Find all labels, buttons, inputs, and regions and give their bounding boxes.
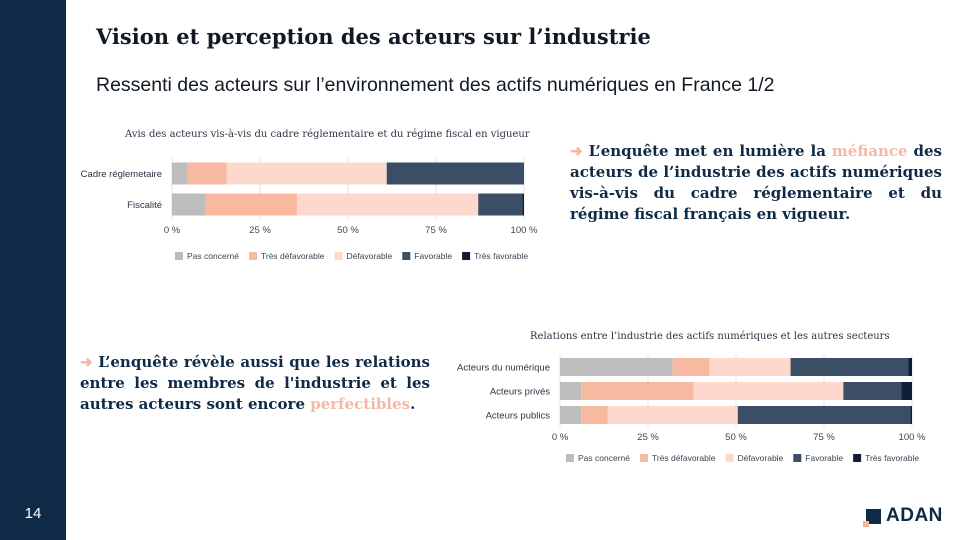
category-label: Acteurs du numérique bbox=[457, 363, 550, 374]
bar-segment bbox=[581, 406, 608, 424]
chart-title: Avis des acteurs vis-à-vis du cadre régl… bbox=[124, 129, 530, 140]
legend-swatch bbox=[334, 252, 343, 260]
legend-swatch bbox=[639, 454, 648, 462]
chart-relations: Relations entre l’industrie des actifs n… bbox=[457, 331, 926, 463]
bar-segment bbox=[693, 382, 844, 400]
bar-segment bbox=[843, 382, 902, 400]
legend-entry: Pas concerné bbox=[578, 453, 630, 463]
category-label: Fiscalité bbox=[127, 200, 162, 211]
adan-logo: ADAN bbox=[863, 505, 943, 527]
bar-segment bbox=[296, 193, 479, 216]
bar-segment bbox=[607, 406, 738, 424]
bar-segment bbox=[790, 358, 909, 376]
arrow-right-icon: ➜ bbox=[570, 142, 583, 160]
legend-entry: Très défavorable bbox=[652, 453, 716, 463]
bar-segment bbox=[910, 406, 912, 424]
legend-swatch bbox=[462, 252, 471, 260]
bar-segment bbox=[205, 193, 297, 216]
bar-segment bbox=[560, 406, 582, 424]
bar-segment bbox=[226, 162, 387, 185]
legend-swatch bbox=[175, 252, 183, 260]
legend-entry: Très favorable bbox=[474, 251, 528, 261]
category-label: Acteurs privés bbox=[490, 387, 550, 398]
legend-entry: Pas concerné bbox=[187, 251, 239, 261]
chart-title: Relations entre l’industrie des actifs n… bbox=[530, 331, 890, 342]
bar-segment bbox=[908, 358, 912, 376]
bar-segment bbox=[560, 358, 673, 376]
legend-entry: Défavorable bbox=[737, 453, 783, 463]
slide-subtitle: Ressenti des acteurs sur l’environnement… bbox=[96, 74, 775, 96]
legend-swatch bbox=[566, 454, 574, 462]
bar-segment bbox=[522, 193, 524, 216]
x-tick-label: 50 % bbox=[337, 225, 359, 236]
legend-swatch bbox=[248, 252, 257, 260]
x-tick-label: 0 % bbox=[164, 225, 181, 236]
x-tick-label: 100 % bbox=[899, 432, 926, 443]
bar-segment bbox=[737, 406, 911, 424]
bar-segment bbox=[172, 162, 188, 185]
x-tick-label: 75 % bbox=[813, 432, 835, 443]
callout-text: L’enquête met en lumière la bbox=[582, 142, 832, 160]
bar-segment bbox=[901, 382, 912, 400]
bar-segment bbox=[386, 162, 524, 185]
slide-title: Vision et perception des acteurs sur l’i… bbox=[96, 24, 651, 49]
category-label: Acteurs publics bbox=[486, 411, 551, 422]
bar-segment bbox=[581, 382, 694, 400]
bar-segment bbox=[172, 193, 206, 216]
callout-text: des acteurs de l’industrie des actifs nu… bbox=[570, 142, 942, 223]
arrow-right-icon: ➜ bbox=[80, 353, 93, 371]
legend-swatch bbox=[402, 252, 411, 260]
x-tick-label: 50 % bbox=[725, 432, 747, 443]
legend-swatch bbox=[853, 454, 862, 462]
bar-segment bbox=[478, 193, 523, 216]
bar-segment bbox=[187, 162, 227, 185]
category-label: Cadre réglemetaire bbox=[81, 169, 162, 180]
bar-segment bbox=[560, 382, 582, 400]
x-tick-label: 25 % bbox=[637, 432, 659, 443]
callout-perfectibles: ➜ L’enquête révèle aussi que les relatio… bbox=[80, 352, 430, 415]
legend-swatch bbox=[793, 454, 802, 462]
legend-entry: Favorable bbox=[805, 453, 843, 463]
legend-swatch bbox=[725, 454, 734, 462]
legend-entry: Très favorable bbox=[865, 453, 919, 463]
callout-text: L’enquête révèle aussi que les relations… bbox=[80, 353, 430, 413]
logo-text: ADAN bbox=[886, 505, 943, 526]
logo-mark-icon bbox=[863, 508, 881, 527]
legend-entry: Favorable bbox=[414, 251, 452, 261]
x-tick-label: 0 % bbox=[552, 432, 569, 443]
x-tick-label: 100 % bbox=[511, 225, 538, 236]
legend-entry: Défavorable bbox=[346, 251, 392, 261]
callout-highlight: méfiance bbox=[831, 142, 908, 160]
chart-regulation: Avis des acteurs vis-à-vis du cadre régl… bbox=[81, 129, 538, 261]
x-tick-label: 25 % bbox=[249, 225, 271, 236]
callout-mefiance: ➜ L’enquête met en lumière la méfiance d… bbox=[570, 141, 942, 225]
legend-entry: Très défavorable bbox=[261, 251, 325, 261]
bar-segment bbox=[672, 358, 710, 376]
x-tick-label: 75 % bbox=[425, 225, 447, 236]
callout-text: . bbox=[410, 395, 416, 413]
callout-highlight: perfectibles bbox=[310, 395, 411, 413]
page-number: 14 bbox=[24, 505, 42, 522]
sidebar-band bbox=[0, 0, 66, 540]
bar-segment bbox=[709, 358, 791, 376]
